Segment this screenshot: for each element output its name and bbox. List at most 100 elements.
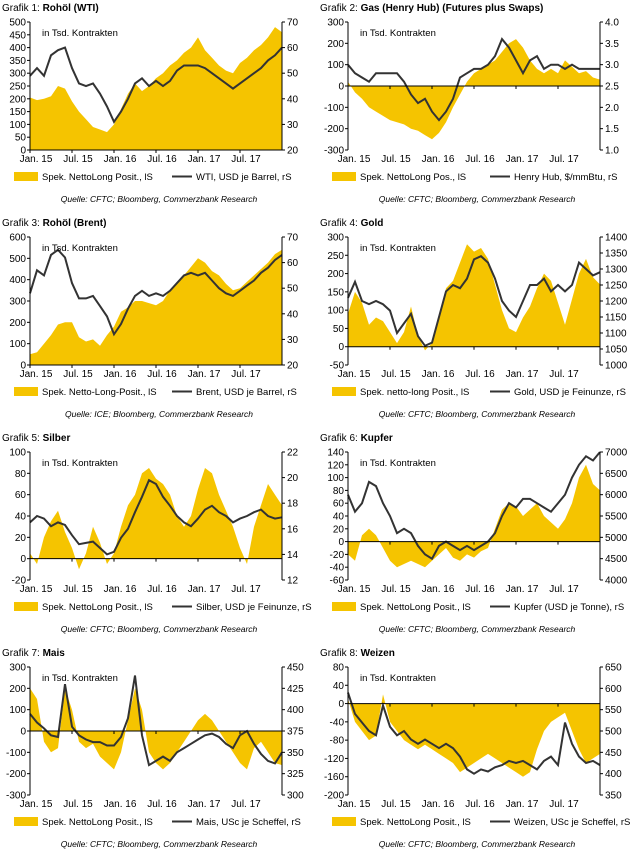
left-tick-label: -40 [330,563,345,574]
right-tick-label: 300 [287,791,304,802]
chart-title-prefix: Grafik 8: [320,648,361,659]
left-tick-label: 500 [9,254,26,265]
legend-area-swatch [14,817,38,826]
right-tick-label: 50 [287,284,299,295]
right-tick-label: 425 [287,684,304,695]
right-tick-label: 20 [287,361,299,372]
x-tick-label: Jan. 17 [506,154,539,165]
left-tick-label: -100 [6,748,26,759]
chart-title-prefix: Grafik 1: [2,3,43,14]
area-series-2 [348,39,600,140]
line-series-4 [347,255,601,348]
area-series-4 [348,244,600,351]
left-tick-label: -20 [12,576,27,587]
x-tick-label: Jul. 15 [63,799,93,810]
left-tick-label: -100 [324,103,344,114]
chart-title-main: Mais [43,648,66,659]
left-tick-label: 100 [327,473,344,484]
right-tick-label: 650 [605,663,622,674]
left-tick-label: 20 [333,524,345,535]
right-tick-label: 1100 [605,329,627,340]
legend-line-label: Henry Hub, $/mmBtu, rS [514,172,617,183]
left-tick-label: -80 [330,736,345,747]
line-series-8 [347,692,601,775]
x-tick-label: Jan. 15 [20,584,53,595]
line-series-2 [347,37,600,122]
right-tick-label: 16 [287,524,299,535]
x-tick-label: Jan. 15 [20,799,53,810]
left-tick-label: 200 [9,94,26,105]
x-tick-label: Jan. 17 [506,369,539,380]
chart-title-prefix: Grafik 5: [2,433,43,444]
legend-line-label: Kupfer (USD je Tonne), rS [514,602,624,613]
left-tick-label: 200 [327,39,344,50]
legend-area-swatch [332,172,356,181]
chart-source: Quelle: CFTC; Bloomberg, Commerzbank Res… [61,624,258,634]
right-tick-label: 1300 [605,265,628,276]
chart-title: Grafik 5: Silber [2,433,70,444]
chart-svg-7: Grafik 7: Mais -300 -200 -100 0 100 200 300 300 3… [2,648,304,849]
legend-line-label: Weizen, USc je Scheffel, rS [514,817,630,828]
left-tick-label: 80 [333,663,345,674]
right-tick-label: 60 [287,43,299,54]
left-tick-label: 80 [333,486,345,497]
chart-title: Grafik 3: Rohöl (Brent) [2,218,106,229]
x-tick-label: Jan. 17 [188,154,221,165]
right-tick-label: 1.5 [605,124,619,135]
chart-source: Quelle: CFTC; Bloomberg, Commerzbank Res… [61,839,258,849]
right-tick-label: 325 [287,769,304,780]
left-tick-label: 0 [20,554,26,565]
x-tick-label: Jan. 15 [338,799,371,810]
chart-panel-4: Grafik 4: Gold -50 0 50 100 150 200 250 300 1000 1… [318,215,636,430]
x-tick-label: Jan. 16 [422,154,455,165]
x-tick-label: Jul. 16 [465,369,495,380]
chart-panel-7: Grafik 7: Mais -300 -200 -100 0 100 200 300 300 3… [0,645,318,860]
left-tick-label: 250 [327,251,344,262]
x-tick-label: Jul. 15 [63,154,93,165]
legend-area-label: Spek. Netto-Long-Posit., lS [42,387,157,398]
right-tick-label: 600 [605,684,622,695]
chart-title-main: Silber [43,433,71,444]
x-tick-label: Jul. 15 [63,584,93,595]
x-tick-label: Jul. 15 [381,584,411,595]
chart-source: Quelle: CFTC; Bloomberg, Commerzbank Res… [379,839,576,849]
right-tick-label: 375 [287,727,304,738]
right-tick-label: 1200 [605,297,628,308]
left-tick-label: 350 [9,56,26,67]
left-tick-label: 400 [9,275,26,286]
chart-svg-8: Grafik 8: Weizen -200 -160 -120 -80 -40 0 40 80 3… [320,648,630,849]
left-tick-label: 40 [333,512,345,523]
left-tick-label: 450 [9,30,26,41]
legend-line-label: WTI, USD je Barrel, rS [196,172,292,183]
chart-title-main: Kupfer [361,433,393,444]
right-tick-label: 40 [287,94,299,105]
chart-title-prefix: Grafik 4: [320,218,361,229]
chart-panel-8: Grafik 8: Weizen -200 -160 -120 -80 -40 0 40 80 3… [318,645,636,860]
chart-panel-2: Grafik 2: Gas (Henry Hub) (Futures plus … [318,0,636,215]
left-tick-label: -200 [324,791,344,802]
right-tick-label: 5500 [605,512,628,523]
left-tick-label: -60 [330,576,345,587]
line-series-7 [29,675,283,767]
left-tick-label: -40 [330,717,345,728]
right-tick-label: 14 [287,550,299,561]
right-tick-label: 40 [287,309,299,320]
area-series-6 [348,464,600,568]
x-tick-label: Jul. 17 [231,584,261,595]
left-tick-label: 200 [327,269,344,280]
left-tick-label: 400 [9,43,26,54]
right-tick-label: 350 [287,748,304,759]
right-tick-label: 70 [287,18,299,29]
left-tick-label: 600 [9,233,26,244]
x-tick-label: Jan. 15 [338,154,371,165]
line-series-3 [29,248,283,337]
x-tick-label: Jan. 17 [188,799,221,810]
legend-area-label: Spek. NettoLong Posit., lS [360,602,471,613]
legend-area-label: Spek. netto-long Posit., lS [360,387,469,398]
chart-title: Grafik 2: Gas (Henry Hub) (Futures plus … [320,3,543,14]
right-tick-label: 30 [287,120,299,131]
left-tick-label: 80 [15,469,27,480]
x-tick-label: Jan. 17 [506,584,539,595]
chart-annotation: in Tsd. Kontrakten [42,243,118,254]
chart-source: Quelle: CFTC; Bloomberg, Commerzbank Res… [61,194,258,204]
